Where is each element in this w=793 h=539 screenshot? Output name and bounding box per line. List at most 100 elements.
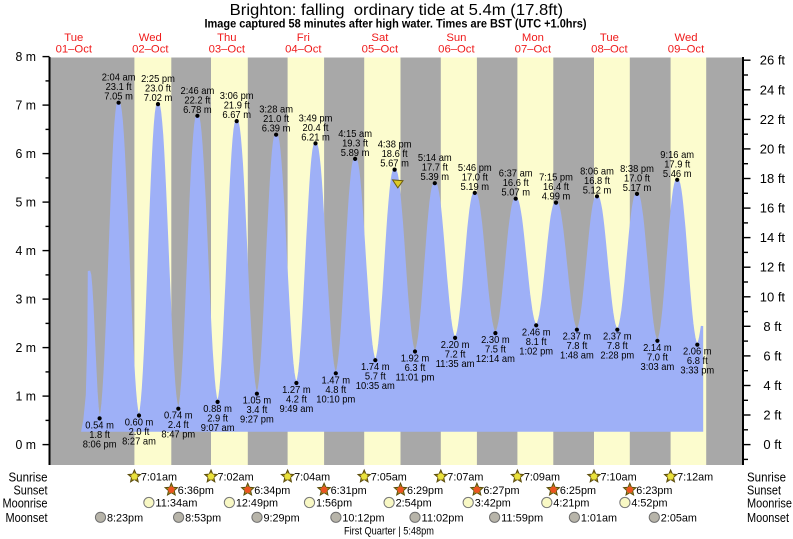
svg-text:Tue: Tue	[64, 32, 83, 44]
svg-text:2.37 m: 2.37 m	[603, 332, 632, 343]
svg-text:Thu: Thu	[217, 32, 236, 44]
svg-text:Fri: Fri	[297, 32, 310, 44]
svg-text:1.47 m: 1.47 m	[322, 375, 351, 386]
svg-text:7.02 m: 7.02 m	[144, 93, 173, 104]
svg-text:0.60 m: 0.60 m	[125, 418, 154, 429]
svg-text:2 m: 2 m	[16, 340, 37, 355]
svg-text:16.8 ft: 16.8 ft	[584, 176, 610, 187]
svg-text:7.8 ft: 7.8 ft	[567, 341, 588, 352]
svg-text:7 m: 7 m	[16, 98, 37, 113]
svg-text:17.9 ft: 17.9 ft	[664, 159, 690, 170]
svg-text:04–Oct: 04–Oct	[285, 43, 322, 55]
svg-text:6:23pm: 6:23pm	[636, 485, 672, 497]
svg-text:First Quarter | 5:48pm: First Quarter | 5:48pm	[344, 526, 434, 538]
svg-text:Sun: Sun	[446, 32, 466, 44]
svg-text:7.8 ft: 7.8 ft	[607, 341, 628, 352]
svg-text:7:12am: 7:12am	[677, 472, 713, 484]
svg-text:6:25pm: 6:25pm	[560, 485, 596, 497]
svg-text:7.0 ft: 7.0 ft	[647, 352, 668, 363]
svg-text:5.12 m: 5.12 m	[583, 185, 612, 196]
svg-text:6:34pm: 6:34pm	[254, 485, 290, 497]
svg-text:4 ft: 4 ft	[763, 378, 781, 393]
svg-text:7:10am: 7:10am	[601, 472, 637, 484]
svg-text:4:38 pm: 4:38 pm	[378, 140, 412, 151]
svg-text:Sunrise: Sunrise	[747, 469, 786, 484]
svg-text:6.39 m: 6.39 m	[262, 124, 291, 135]
svg-text:8:38 pm: 8:38 pm	[620, 164, 654, 175]
svg-text:0 ft: 0 ft	[763, 437, 781, 452]
svg-text:5.46 m: 5.46 m	[663, 169, 692, 180]
svg-text:5.67 m: 5.67 m	[380, 159, 409, 170]
svg-text:1.92 m: 1.92 m	[401, 354, 430, 365]
svg-text:2.46 m: 2.46 m	[522, 327, 551, 338]
svg-text:6 m: 6 m	[16, 146, 37, 161]
svg-text:18.6 ft: 18.6 ft	[382, 149, 408, 160]
svg-text:4 m: 4 m	[16, 243, 37, 258]
svg-text:2:25 pm: 2:25 pm	[141, 74, 175, 85]
svg-text:7:04am: 7:04am	[294, 472, 330, 484]
svg-text:2:05am: 2:05am	[661, 512, 697, 524]
svg-text:3 m: 3 m	[16, 292, 37, 307]
svg-text:8:06 am: 8:06 am	[580, 166, 614, 177]
svg-text:3:28 am: 3:28 am	[259, 105, 293, 116]
svg-text:19.3 ft: 19.3 ft	[342, 138, 368, 149]
svg-text:8 m: 8 m	[16, 49, 37, 64]
svg-text:14 ft: 14 ft	[760, 230, 786, 245]
svg-text:17.0 ft: 17.0 ft	[462, 172, 488, 183]
svg-text:8:23pm: 8:23pm	[107, 512, 143, 524]
svg-text:1.27 m: 1.27 m	[282, 385, 311, 396]
svg-text:0.88 m: 0.88 m	[203, 404, 232, 415]
svg-text:8.1 ft: 8.1 ft	[526, 337, 547, 348]
svg-text:21.9 ft: 21.9 ft	[224, 101, 250, 112]
svg-text:5.07 m: 5.07 m	[501, 188, 530, 199]
svg-text:01–Oct: 01–Oct	[56, 43, 93, 55]
svg-text:11:35 am: 11:35 am	[436, 359, 475, 370]
svg-text:11:01 pm: 11:01 pm	[396, 373, 435, 384]
svg-text:Wed: Wed	[674, 32, 697, 44]
svg-text:09–Oct: 09–Oct	[668, 43, 705, 55]
svg-text:3:49 pm: 3:49 pm	[299, 113, 333, 124]
svg-text:7.2 ft: 7.2 ft	[445, 349, 466, 360]
svg-text:6 ft: 6 ft	[763, 348, 781, 363]
svg-text:Moonset: Moonset	[747, 510, 789, 525]
svg-text:2.0 ft: 2.0 ft	[129, 427, 150, 438]
svg-text:1:56pm: 1:56pm	[316, 498, 352, 510]
svg-text:3:33 pm: 3:33 pm	[680, 366, 714, 377]
svg-text:16.4 ft: 16.4 ft	[543, 182, 569, 193]
svg-text:Sat: Sat	[371, 32, 389, 44]
svg-text:Moonrise: Moonrise	[3, 496, 48, 511]
svg-text:7:09am: 7:09am	[524, 472, 560, 484]
svg-text:3.4 ft: 3.4 ft	[247, 405, 268, 416]
svg-text:17.0 ft: 17.0 ft	[624, 173, 650, 184]
svg-text:1:48 am: 1:48 am	[560, 351, 594, 362]
svg-text:5.17 m: 5.17 m	[623, 183, 652, 194]
svg-text:6.21 m: 6.21 m	[301, 132, 330, 143]
svg-text:Tue: Tue	[600, 32, 619, 44]
svg-text:11:59pm: 11:59pm	[501, 512, 543, 524]
svg-text:8:06 pm: 8:06 pm	[83, 439, 117, 450]
svg-text:6:29pm: 6:29pm	[407, 485, 443, 497]
svg-text:17.7 ft: 17.7 ft	[422, 163, 448, 174]
svg-text:12:14 am: 12:14 am	[476, 354, 515, 365]
svg-text:5.89 m: 5.89 m	[341, 148, 370, 159]
svg-text:7:15 pm: 7:15 pm	[539, 173, 573, 184]
svg-text:23.0 ft: 23.0 ft	[145, 84, 171, 95]
svg-text:Wed: Wed	[139, 32, 162, 44]
svg-text:2.9 ft: 2.9 ft	[207, 413, 228, 424]
svg-text:6:37 am: 6:37 am	[499, 169, 533, 180]
svg-text:6.8 ft: 6.8 ft	[687, 356, 708, 367]
svg-text:Sunrise: Sunrise	[9, 469, 48, 484]
svg-text:Image captured 58 minutes afte: Image captured 58 minutes after high wat…	[205, 17, 587, 31]
svg-text:7:01am: 7:01am	[141, 472, 177, 484]
svg-text:1.05 m: 1.05 m	[243, 396, 272, 407]
svg-text:8:47 pm: 8:47 pm	[161, 430, 195, 441]
svg-text:7:02am: 7:02am	[218, 472, 254, 484]
svg-text:2:54pm: 2:54pm	[396, 498, 432, 510]
svg-text:24 ft: 24 ft	[760, 82, 786, 97]
svg-text:2:46 am: 2:46 am	[181, 86, 215, 97]
svg-text:10:10 pm: 10:10 pm	[316, 394, 355, 405]
svg-text:0 m: 0 m	[16, 437, 37, 452]
svg-text:16 ft: 16 ft	[760, 201, 786, 216]
svg-text:6:27pm: 6:27pm	[483, 485, 519, 497]
svg-text:9:07 am: 9:07 am	[201, 423, 235, 434]
